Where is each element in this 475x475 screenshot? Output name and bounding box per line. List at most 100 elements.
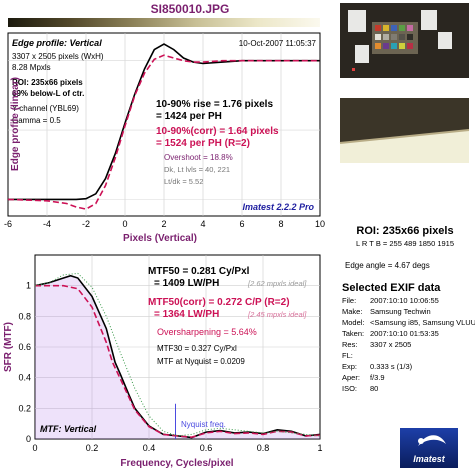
roi-edge-line bbox=[339, 129, 470, 144]
y-tick-label: 1 bbox=[26, 281, 31, 291]
tone-gradient-bar bbox=[8, 18, 320, 27]
thumbnail-swatch bbox=[391, 43, 397, 49]
thumbnail-swatch bbox=[399, 25, 405, 31]
mtf30-value: MTF30 = 0.327 Cy/Pxl bbox=[157, 344, 237, 353]
mtf-area-fill bbox=[35, 275, 320, 439]
thumbnail-swatch bbox=[407, 43, 413, 49]
thumbnail-swatch bbox=[375, 34, 381, 40]
mtf50-corrected-per-ph: = 1364 LW/PH bbox=[154, 309, 219, 320]
y-tick-label: 0.8 bbox=[18, 311, 31, 321]
x-tick-label: 8 bbox=[278, 219, 283, 229]
roi-crop-image bbox=[339, 98, 470, 163]
mtf-series-corrected bbox=[35, 284, 321, 439]
exif-table: File: 2007:10:10 10:06:55 Make: Samsung Tec… bbox=[342, 296, 475, 393]
thumbnail-patch bbox=[421, 10, 437, 30]
thumbnail-swatch bbox=[383, 43, 389, 49]
x-tick-label: -2 bbox=[82, 219, 90, 229]
exif-key: ISO: bbox=[342, 384, 357, 393]
megapixel-info: 8.28 Mpxls bbox=[12, 63, 51, 72]
exif-value: 0.333 s (1/3) bbox=[370, 362, 413, 371]
y-tick-label: 0.4 bbox=[18, 373, 31, 383]
edge-plot-x-ticks: -6 -4 -2 0 2 4 6 8 10 bbox=[4, 219, 325, 229]
exif-value: 80 bbox=[370, 384, 378, 393]
dark-light-levels: Dk, Lt lvls = 40, 221 bbox=[164, 165, 230, 174]
x-tick-label: 2 bbox=[161, 219, 166, 229]
logo-dot bbox=[418, 438, 424, 444]
exif-value: <Samsung i85, Samsung VLUU bbox=[370, 318, 475, 327]
channel-info: Y-channel (YBL69) bbox=[12, 104, 79, 113]
thumbnail-swatch bbox=[399, 43, 405, 49]
exif-key: File: bbox=[342, 296, 356, 305]
x-tick-label: 4 bbox=[200, 219, 205, 229]
exif-key: Aper: bbox=[342, 373, 360, 382]
edge-plot-series bbox=[7, 43, 320, 210]
thumbnail-swatch bbox=[375, 25, 381, 31]
timestamp: 10-Oct-2007 11:05:37 bbox=[239, 39, 317, 48]
exif-key: Model: bbox=[342, 318, 365, 327]
roi-location: 69% below-L of ctr. bbox=[12, 89, 84, 98]
thumbnail-swatch bbox=[383, 25, 389, 31]
mtf50-corrected: MTF50(corr) = 0.272 C/P (R=2) bbox=[148, 297, 290, 308]
exif-key: Exp: bbox=[342, 362, 357, 371]
thumbnail-swatch bbox=[391, 25, 397, 31]
mtf-plot: 0 0.2 0.4 0.6 0.8 1 0 0.2 0.4 0.6 0.8 1 MTF50 = 0.2… bbox=[3, 254, 323, 469]
mtf-plot-y-label: SFR (MTF) bbox=[3, 322, 14, 372]
mtf-at-nyquist: MTF at Nyquist = 0.0209 bbox=[157, 357, 245, 366]
rise-distance: 10-90% rise = 1.76 pixels bbox=[156, 99, 273, 110]
edge-series-measured bbox=[8, 43, 320, 201]
overshoot-value: Overshoot = 18.8% bbox=[164, 153, 233, 162]
exif-key: Res: bbox=[342, 340, 357, 349]
rise-per-ph: = 1424 per PH bbox=[156, 111, 222, 122]
x-tick-label: 10 bbox=[315, 219, 325, 229]
edge-plot-heading: Edge profile: Vertical bbox=[12, 38, 102, 48]
logo-background bbox=[400, 428, 458, 468]
roi-marker bbox=[352, 68, 355, 71]
logo-swoosh bbox=[418, 435, 446, 446]
thumbnail-patch bbox=[348, 10, 366, 32]
edge-plot-y-label: Edge profile (linear) bbox=[10, 77, 21, 171]
exif-title: Selected EXIF data bbox=[342, 282, 441, 294]
gamma-info: Gamma = 0.5 bbox=[12, 116, 61, 125]
edge-plot-x-label: Pixels (Vertical) bbox=[123, 233, 197, 244]
roi-title: ROI: 235x66 pixels bbox=[356, 225, 453, 237]
oversharpening-value: Oversharpening = 5.64% bbox=[157, 327, 257, 337]
y-tick-label: 0.2 bbox=[18, 403, 31, 413]
imatest-logo: Imatest bbox=[400, 428, 458, 468]
x-tick-label: 0 bbox=[32, 443, 37, 453]
x-tick-label: 1 bbox=[317, 443, 322, 453]
roi-light-region bbox=[340, 130, 469, 163]
mtf50-value: MTF50 = 0.281 Cy/Pxl bbox=[148, 266, 250, 277]
mtf50-per-ph: = 1409 LW/PH bbox=[154, 278, 219, 289]
exif-value: 2007:10:10 10:06:55 bbox=[370, 296, 439, 305]
exif-key: Taken: bbox=[342, 329, 364, 338]
exif-key: Make: bbox=[342, 307, 362, 316]
mtf-plot-fill bbox=[35, 275, 320, 439]
roi-coordinates: L R T B = 255 489 1850 1915 bbox=[356, 239, 454, 248]
thumbnail-swatch bbox=[399, 34, 405, 40]
mtf-plot-heading: MTF: Vertical bbox=[40, 424, 97, 434]
exif-value: f/3.9 bbox=[370, 373, 385, 382]
image-size-info: 3307 x 2505 pixels (WxH) bbox=[12, 52, 104, 61]
thumbnail-patch bbox=[355, 45, 369, 63]
file-name: SI850010.JPG bbox=[151, 2, 230, 16]
x-tick-label: 0.4 bbox=[143, 443, 156, 453]
x-tick-label: 0.6 bbox=[200, 443, 213, 453]
thumbnail-swatch bbox=[407, 25, 413, 31]
x-tick-label: 0.2 bbox=[86, 443, 99, 453]
mtf-series-reference bbox=[34, 272, 321, 437]
exif-value: Samsung Techwin bbox=[370, 307, 431, 316]
nyquist-label: Nyquist freq. bbox=[181, 420, 226, 429]
mtf-plot-grid bbox=[35, 255, 320, 439]
y-tick-label: 0 bbox=[26, 434, 31, 444]
thumbnail-swatch bbox=[383, 34, 389, 40]
y-tick-label: 0.6 bbox=[18, 342, 31, 352]
mtf-plot-series bbox=[34, 272, 321, 439]
logo-text: Imatest bbox=[413, 454, 446, 464]
thumbnail-patch bbox=[438, 32, 452, 49]
x-tick-label: 0 bbox=[122, 219, 127, 229]
edge-angle: Edge angle = 4.67 degs bbox=[345, 261, 430, 270]
thumbnail-swatch bbox=[391, 34, 397, 40]
thumbnail-swatch bbox=[375, 43, 381, 49]
thumbnail-swatch bbox=[407, 34, 413, 40]
